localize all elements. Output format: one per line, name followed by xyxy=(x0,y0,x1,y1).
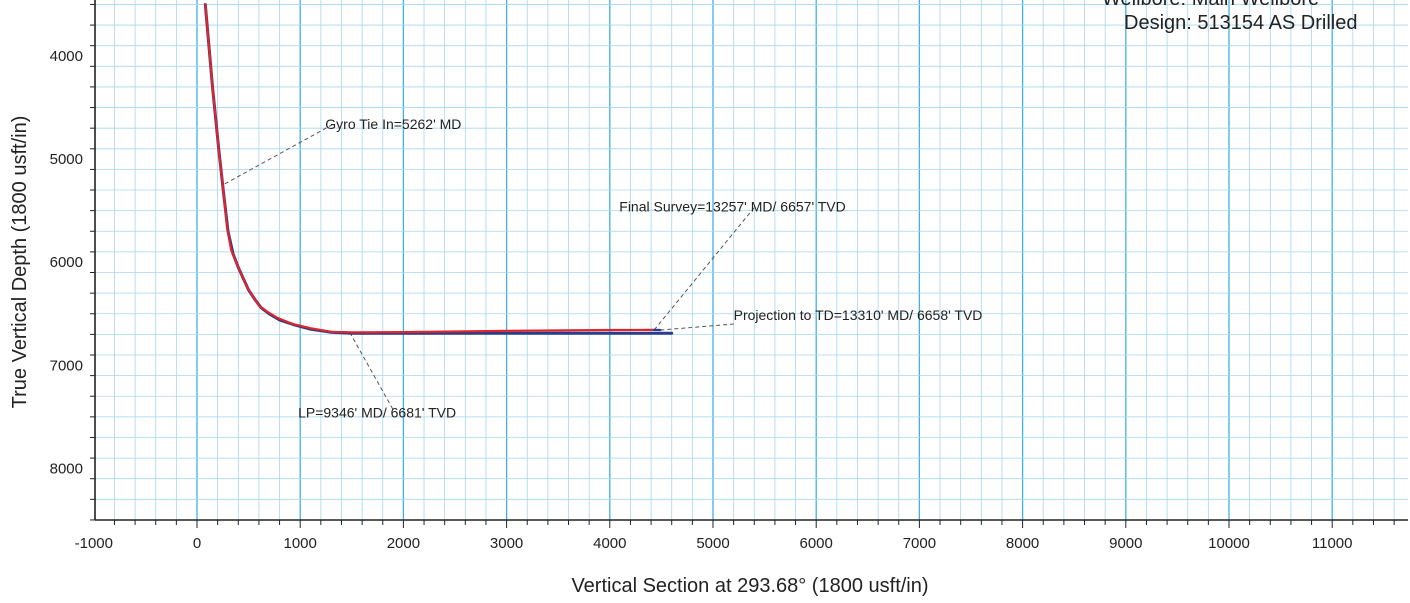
x-tick-label: 9000 xyxy=(1109,535,1142,552)
x-axis-title: Vertical Section at 293.68° (1800 usft/i… xyxy=(571,575,928,597)
series-line-survey xyxy=(204,3,656,334)
design-label: Design: xyxy=(1124,12,1192,34)
annotation-leader-proj xyxy=(660,323,734,331)
x-tick-label: 2000 xyxy=(387,535,420,552)
annotation-label-final: Final Survey=13257' MD/ 6657' TVD xyxy=(619,199,845,215)
x-tick-label: 1000 xyxy=(284,535,317,552)
annotation-label-gyro: Gyro Tie In=5262' MD xyxy=(325,116,461,132)
axes xyxy=(90,0,1408,528)
y-tick-label: 6000 xyxy=(50,254,83,271)
wellbore-line: Wellbore: Main Wellbore xyxy=(1102,0,1319,11)
x-tick-label: 11000 xyxy=(1312,535,1353,552)
x-tick-label: 0 xyxy=(193,535,201,552)
y-tick-label: 4000 xyxy=(50,48,83,65)
series-group xyxy=(203,3,674,335)
grid xyxy=(95,0,1408,521)
x-tick-label: 6000 xyxy=(800,535,833,552)
design-value: 513154 AS Drilled xyxy=(1197,12,1358,34)
annotation-leader-final xyxy=(653,207,755,331)
x-tick-label: 4000 xyxy=(593,535,626,552)
x-tick-label: 7000 xyxy=(903,535,936,552)
annotation-leader-gyro xyxy=(224,122,336,185)
well-info-header: Wellbore: Main Wellbore Design: 513154 A… xyxy=(1090,0,1410,36)
tick-labels: -1000 0 1000 2000 3000 4000 5000 6000 7000 8000 90… xyxy=(50,48,1353,552)
wellbore-value: Main Wellbore xyxy=(1192,0,1319,10)
y-tick-label: 8000 xyxy=(50,460,83,477)
x-tick-label: 8000 xyxy=(1006,535,1039,552)
annotation-leaders xyxy=(224,122,755,410)
x-tick-label: 10000 xyxy=(1208,535,1250,552)
y-axis-title: True Vertical Depth (1800 usft/in) xyxy=(9,116,31,409)
y-tick-label: 5000 xyxy=(50,151,83,168)
annotation-leader-lp xyxy=(349,332,394,410)
annotation-label-lp: LP=9346' MD/ 6681' TVD xyxy=(298,405,456,421)
design-line: Design: 513154 AS Drilled xyxy=(1124,12,1357,35)
wellbore-label: Wellbore: xyxy=(1102,0,1186,10)
x-tick-label: 5000 xyxy=(696,535,729,552)
y-tick-label: 7000 xyxy=(50,357,83,374)
annotation-label-proj: Projection to TD=13310' MD/ 6658' TVD xyxy=(734,307,983,323)
annotation-labels: Gyro Tie In=5262' MD Final Survey=13257' … xyxy=(298,116,982,421)
x-tick-label: 3000 xyxy=(490,535,523,552)
x-tick-label: -1000 xyxy=(75,535,113,552)
